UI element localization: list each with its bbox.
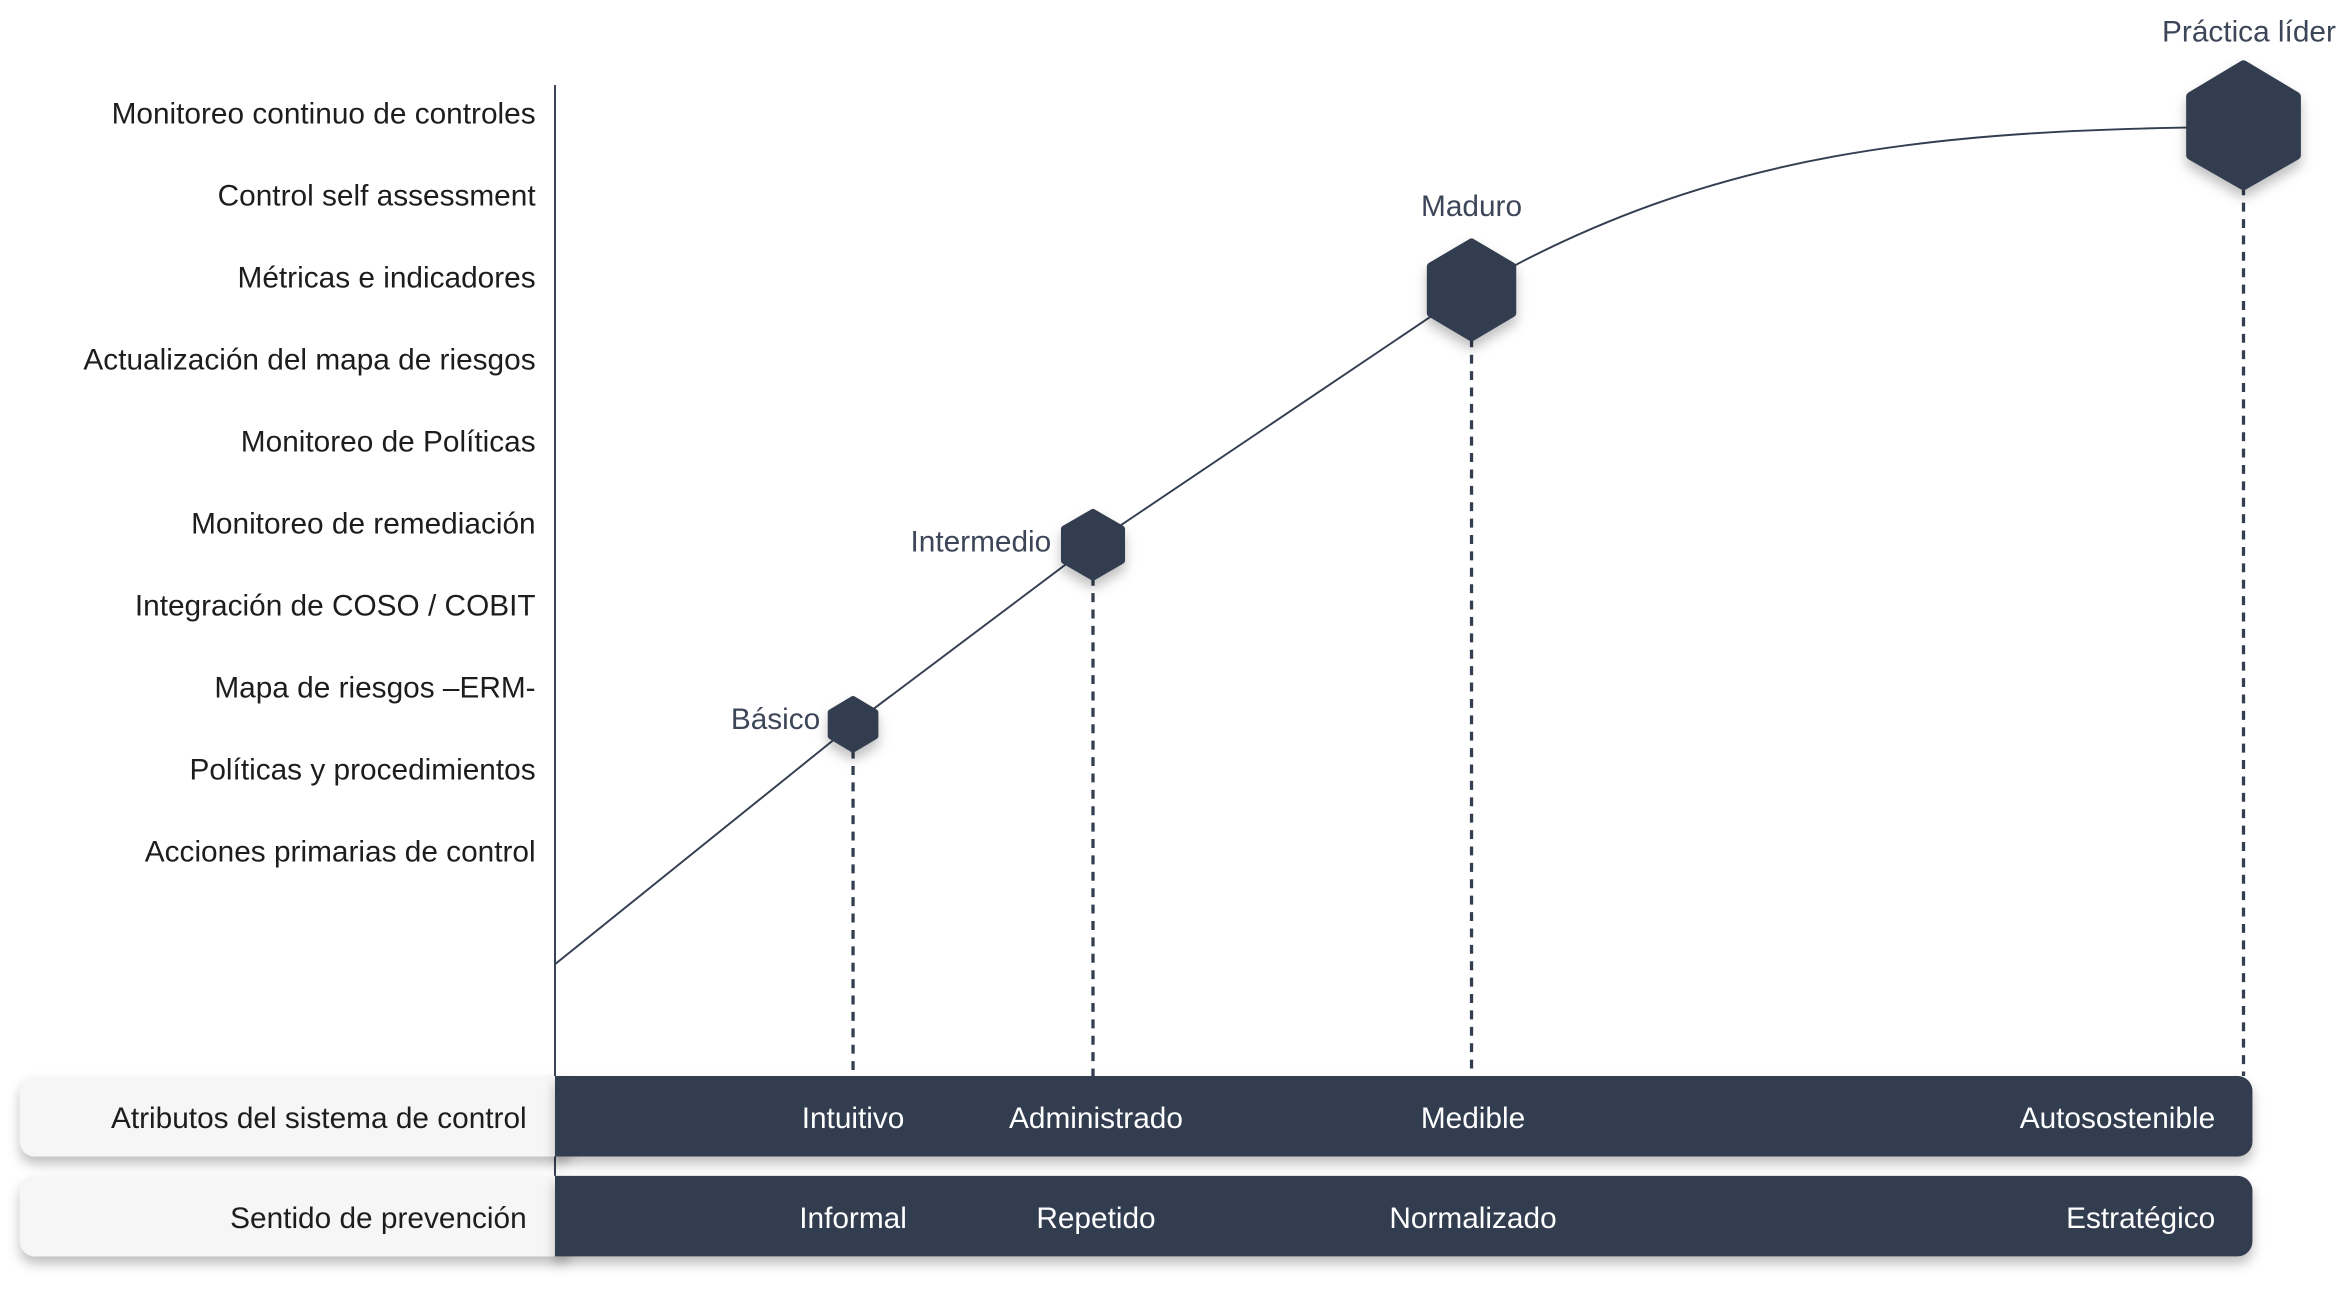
row-label: Atributos del sistema de control [111,1102,527,1135]
y-axis-labels: Monitoreo continuo de controles Control … [83,98,536,869]
row-atributos: Atributos del sistema de control Intuiti… [19,1076,2253,1157]
y-label: Mapa de riesgos –ERM- [214,671,535,704]
hexagon-icon [1060,508,1126,581]
row-label: Sentido de prevención [230,1202,527,1235]
row-value: Informal [799,1202,907,1235]
row-value: Intuitivo [802,1102,905,1135]
hexagon-icon [1426,238,1517,342]
y-label: Métricas e indicadores [238,262,536,295]
y-label: Control self assessment [218,180,537,213]
row-label-panel [19,1076,572,1157]
y-label: Monitoreo de Políticas [241,426,536,459]
row-value: Medible [1421,1102,1525,1135]
row-prevencion: Sentido de prevención Informal Repetido … [19,1175,2253,1257]
maturity-curve [554,125,2244,965]
stage-label-basico: Básico [731,703,820,736]
y-label: Políticas y procedimientos [189,753,535,786]
hexagon-icon [827,695,879,753]
drop-lines [851,186,2246,1077]
row-value: Normalizado [1389,1202,1556,1235]
y-label: Monitoreo continuo de controles [112,98,536,131]
row-label-panel [19,1175,572,1257]
row-bar [554,1175,2253,1257]
y-label: Integración de COSO / COBIT [135,589,536,622]
y-label: Monitoreo de remediación [191,508,536,541]
stage-label-intermedio: Intermedio [910,525,1051,558]
y-label: Acciones primarias de control [145,835,536,868]
stage-label-practica-lider: Práctica líder [2162,16,2336,49]
y-label: Actualización del mapa de riesgos [83,344,535,377]
stage-label-maduro: Maduro [1421,190,1522,223]
hexagon-icon [2186,60,2301,191]
row-value: Estratégico [2066,1202,2215,1235]
row-bar [554,1076,2253,1157]
row-value: Repetido [1036,1202,1155,1235]
row-value: Autosostenible [2020,1102,2215,1135]
row-value: Administrado [1009,1102,1183,1135]
